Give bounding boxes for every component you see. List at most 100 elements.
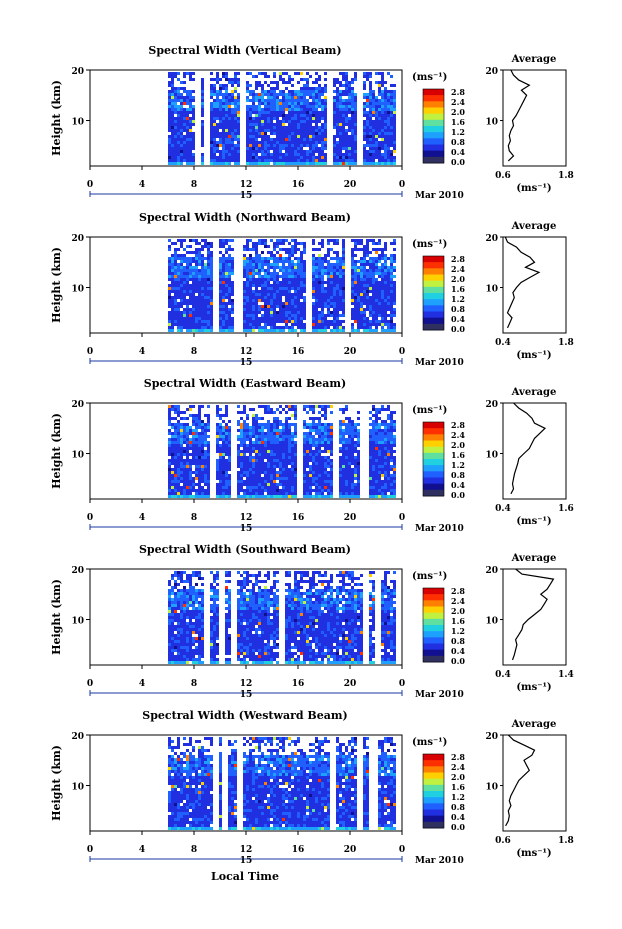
heatmap-cell <box>177 284 180 287</box>
heatmap-cell <box>189 495 192 498</box>
heatmap-cell <box>237 72 240 75</box>
heatmap-cell <box>288 257 291 260</box>
heatmap-cell <box>201 281 204 284</box>
heatmap-cell <box>285 150 288 153</box>
heatmap-cell <box>321 263 324 266</box>
heatmap-cell <box>186 468 189 471</box>
heatmap-cell <box>294 483 297 486</box>
heatmap-cell <box>231 287 234 290</box>
heatmap-cell <box>267 123 270 126</box>
heatmap-cell <box>225 102 228 105</box>
heatmap-cell <box>171 254 174 257</box>
heatmap-cell <box>282 126 285 129</box>
heatmap-cell <box>378 93 381 96</box>
heatmap-cell <box>210 96 213 99</box>
heatmap-cell <box>387 96 390 99</box>
heatmap-cell <box>183 450 186 453</box>
heatmap-cell <box>291 414 294 417</box>
heatmap-cell <box>246 477 249 480</box>
heatmap-cell <box>258 441 261 444</box>
colorbar-unit: (ms⁻¹) <box>412 72 447 83</box>
heatmap-cell <box>201 444 204 447</box>
heatmap-cell <box>270 117 273 120</box>
heatmap-cell <box>318 459 321 462</box>
y-tick-label: 20 <box>71 67 84 77</box>
heatmap-cell <box>378 311 381 314</box>
heatmap-cell <box>168 296 171 299</box>
heatmap-cell <box>297 81 300 84</box>
heatmap-cell <box>261 417 264 420</box>
heatmap-cell <box>327 299 330 302</box>
heatmap-cell <box>219 159 222 162</box>
heatmap-cell <box>333 239 336 242</box>
heatmap-cell <box>279 138 282 141</box>
heatmap-cell <box>258 278 261 281</box>
heatmap-cell <box>252 444 255 447</box>
heatmap-cell <box>171 405 174 408</box>
heatmap-cell <box>198 486 201 489</box>
heatmap-cell <box>312 417 315 420</box>
heatmap-cell <box>261 308 264 311</box>
heatmap-cell <box>339 117 342 120</box>
heatmap-cell <box>294 492 297 495</box>
heatmap-cell <box>216 468 219 471</box>
heatmap-cell <box>222 96 225 99</box>
heatmap-cell <box>186 459 189 462</box>
heatmap-cell <box>294 287 297 290</box>
heatmap-cell <box>252 441 255 444</box>
heatmap-cell <box>237 135 240 138</box>
heatmap-cell <box>210 293 213 296</box>
heatmap-cell <box>192 108 195 111</box>
heatmap-cell <box>207 287 210 290</box>
heatmap-cell <box>348 117 351 120</box>
heatmap-cell <box>246 444 249 447</box>
heatmap-cell <box>207 417 210 420</box>
heatmap-cell <box>183 438 186 441</box>
heatmap-cell <box>222 99 225 102</box>
heatmap-cell <box>222 438 225 441</box>
profile-line <box>507 69 531 162</box>
heatmap-cell <box>369 129 372 132</box>
heatmap-cell <box>201 263 204 266</box>
heatmap-cell <box>240 471 243 474</box>
heatmap-cell <box>201 317 204 320</box>
heatmap-cell <box>204 429 207 432</box>
heatmap-cell <box>327 275 330 278</box>
heatmap-cell <box>366 290 369 293</box>
heatmap-cell <box>303 105 306 108</box>
heatmap-cell <box>270 320 273 323</box>
heatmap-cell <box>267 447 270 450</box>
heatmap-cell <box>225 305 228 308</box>
heatmap-cell <box>261 239 264 242</box>
heatmap-cell <box>372 248 375 251</box>
heatmap-cell <box>354 78 357 81</box>
heatmap-cell <box>372 147 375 150</box>
heatmap-cell <box>207 486 210 489</box>
heatmap-cell <box>390 99 393 102</box>
heatmap-cell <box>282 272 285 275</box>
heatmap-cell <box>372 311 375 314</box>
heatmap-cell <box>303 462 306 465</box>
x-tick-label: 0 <box>87 347 93 357</box>
heatmap-cell <box>294 272 297 275</box>
heatmap-cell <box>294 323 297 326</box>
heatmap-cell <box>183 317 186 320</box>
heatmap-cell <box>366 278 369 281</box>
heatmap-cell <box>255 456 258 459</box>
heatmap-cell <box>378 117 381 120</box>
heatmap-cell <box>264 156 267 159</box>
heatmap-cell <box>393 287 396 290</box>
heatmap-cell <box>282 492 285 495</box>
heatmap-cell <box>201 159 204 162</box>
heatmap-cell <box>306 126 309 129</box>
heatmap-cell <box>228 260 231 263</box>
heatmap-cell <box>327 320 330 323</box>
heatmap-cell <box>207 326 210 329</box>
heatmap-cell <box>312 254 315 257</box>
heatmap-cell <box>309 405 312 408</box>
heatmap-cell <box>315 444 318 447</box>
heatmap-cell <box>372 293 375 296</box>
heatmap-cell <box>270 302 273 305</box>
heatmap-cell <box>384 296 387 299</box>
heatmap-cell <box>354 117 357 120</box>
